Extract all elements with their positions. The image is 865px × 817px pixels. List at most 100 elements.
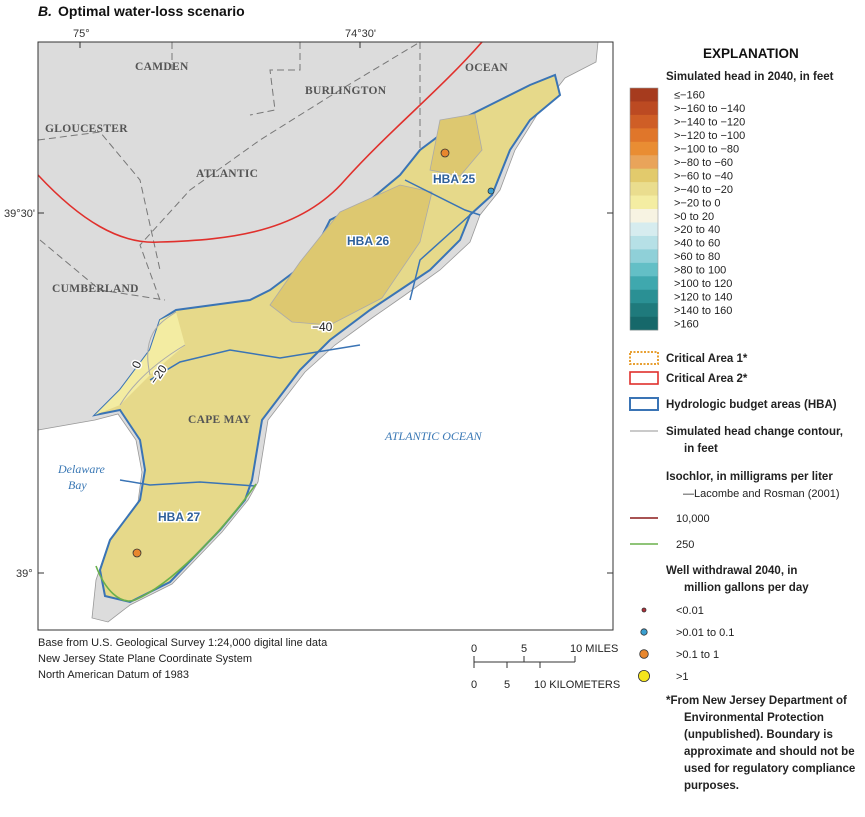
legend-swatch [630,249,658,264]
legend-class-label: >140 to 160 [674,305,732,317]
legend-label: >1 [676,671,689,683]
graticule-label: 74°30' [345,28,376,40]
legend-swatch [638,670,651,683]
footnote: purposes. [684,780,739,792]
legend-label: in feet [684,443,718,455]
credit-line: North American Datum of 1983 [38,669,189,681]
credit-line: Base from U.S. Geological Survey 1:24,00… [38,637,328,649]
legend-class-label: >−60 to −40 [674,170,733,182]
legend-swatch [630,101,658,116]
map: 75° 74°30' 39°30' 39° CAMDEN BURLINGTON … [4,28,614,631]
map-title: Optimal water-loss scenario [58,3,245,19]
legend-label: Critical Area 2* [666,373,748,385]
panel-label: B. [38,3,52,19]
legend-class-label: ≤−160 [674,90,705,102]
water-label: ATLANTIC OCEAN [384,429,483,443]
contours [119,311,186,406]
legend-label: >0.01 to 0.1 [676,627,734,639]
legend-swatch [641,607,647,613]
legend-swatch [629,397,659,411]
graticule-label: 39°30' [4,208,35,220]
credits: Base from U.S. Geological Survey 1:24,00… [38,637,328,681]
legend-swatch [630,88,658,102]
legend-swatch [629,351,659,365]
scale-lines [473,656,576,668]
footnote: Environmental Protection [684,712,824,724]
legend-label: 250 [676,539,694,551]
legend-class-label: >120 to 140 [674,291,732,303]
scale-label: 10 MILES [570,643,618,655]
isochlor-250 [95,483,257,602]
legend-class-label: >40 to 60 [674,238,720,250]
legend-swatch [630,289,658,304]
legend-swatch [630,114,658,129]
graticule-label: 39° [16,568,33,580]
legend-swatch [630,303,658,317]
legend-class-label: >60 to 80 [674,251,720,263]
legend-class-label: >20 to 40 [674,224,720,236]
legend-class-label: >100 to 120 [674,278,732,290]
legend-swatch [630,316,658,331]
well [487,187,495,195]
legend-class-label: >−20 to 0 [674,197,721,209]
legend-swatch [630,128,658,143]
graticule-ticks [38,42,613,574]
legend-ramp-frame [629,87,659,331]
legend-class-label: >0 to 20 [674,211,714,223]
legend-swatch [630,182,658,196]
legend-swatch [630,222,658,237]
county-label: CUMBERLAND [52,283,139,295]
legend-label: <0.01 [676,605,704,617]
contour-label: −40 [312,320,333,334]
head-area-dark [269,184,433,326]
footnote: used for regulatory compliance [684,763,855,775]
county-label: OCEAN [465,62,508,74]
water-label: Delaware [57,462,106,476]
head-area-light [95,312,185,415]
hba-boundaries [149,179,481,381]
legend-label: 10,000 [676,513,710,525]
legend-swatch [630,195,658,210]
county-label: BURLINGTON [305,85,387,97]
graticule-label: 75° [73,28,90,40]
county-label: CAPE MAY [188,414,251,426]
legend-swatch [630,168,658,183]
county-label: CAMDEN [135,61,189,73]
legend-class-label: >−40 to −20 [674,184,733,196]
map-frame [37,41,614,631]
critical-area-2 [37,41,483,243]
hba-label: HBA 26 [347,234,390,248]
footnote: (unpublished). Boundary is [684,729,833,741]
legend-swatch [640,628,648,636]
legend-class-label: >−120 to −100 [674,130,745,142]
credit-line: New Jersey State Plane Coordinate System [38,653,252,665]
legend-swatch [630,276,658,291]
legend-class-label: >160 [674,318,699,330]
legend-swatch [630,155,658,169]
footnote: approximate and should not be [684,746,855,758]
legend-label: Critical Area 1* [666,353,748,365]
legend-heading: Isochlor, in milligrams per liter [666,471,833,483]
scale-label: 0 [471,643,477,655]
scale-label: 5 [504,679,510,691]
county-label: ATLANTIC [196,168,258,180]
hba-label: HBA 25 [433,172,476,186]
scale-label: 0 [471,679,477,691]
water-label: Bay [68,478,87,492]
legend-label: >0.1 to 1 [676,649,719,661]
legend-class-label: >−160 to −140 [674,103,745,115]
legend-swatch [630,209,658,223]
well [440,148,450,158]
legend-class-label: >−80 to −60 [674,157,733,169]
head-area-dark [429,113,483,177]
scale-bar: 0 5 10 MILES 0 5 10 KILOMETERS [471,643,620,691]
well [132,548,142,558]
hba-boundary [119,479,256,487]
legend-label: Hydrologic budget areas (HBA) [666,399,837,411]
legend-class-label: >−100 to −80 [674,144,739,156]
legend-class-label: >80 to 100 [674,265,726,277]
legend-title: EXPLANATION [703,46,799,61]
scale-label: 10 KILOMETERS [534,679,620,691]
legend-heading: million gallons per day [684,582,809,594]
